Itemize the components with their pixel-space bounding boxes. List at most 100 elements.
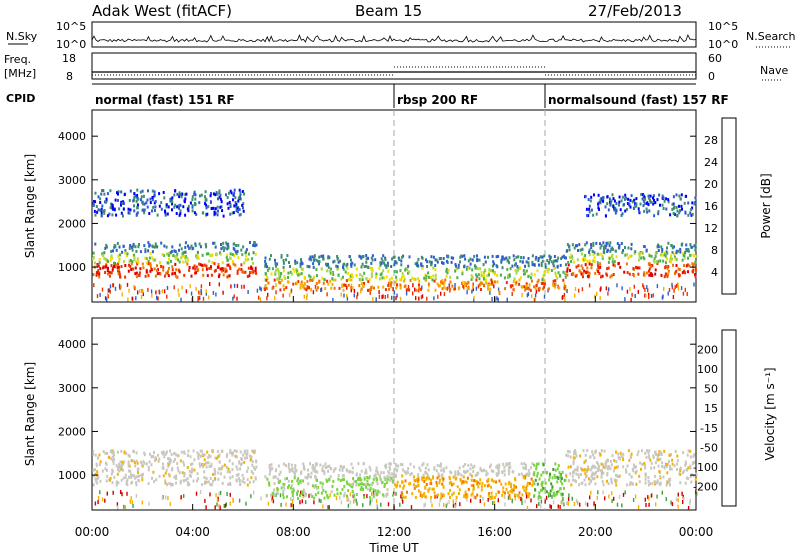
echo-cell: [134, 272, 137, 276]
echo-cell: [608, 257, 611, 261]
echo-cell: [441, 287, 444, 291]
clutter-echo: [605, 286, 608, 291]
echo-cell: [300, 280, 303, 284]
echo-cell: [487, 255, 489, 259]
echo-cell: [99, 479, 102, 483]
clutter-echo: [387, 492, 389, 497]
echo-cell: [206, 212, 209, 216]
clutter-echo: [656, 494, 658, 499]
echo-cell: [128, 259, 131, 263]
echo-cell: [380, 471, 383, 475]
echo-cell: [442, 467, 445, 471]
echo-cell: [467, 487, 470, 491]
echo-cell: [445, 466, 448, 470]
clutter-echo: [320, 499, 322, 504]
echo-cell: [624, 196, 627, 200]
echo-cell: [595, 212, 598, 216]
echo-cell: [694, 243, 697, 247]
echo-cell: [378, 490, 381, 494]
echo-cell: [324, 462, 327, 466]
echo-cell: [690, 480, 693, 484]
echo-cell: [143, 244, 146, 248]
echo-cell: [245, 258, 248, 262]
echo-cell: [543, 279, 546, 283]
ytick-label: 4000: [58, 338, 86, 351]
echo-cell: [545, 490, 548, 494]
echo-cell: [117, 198, 119, 202]
clutter-echo: [426, 296, 428, 301]
echo-cell: [562, 278, 565, 282]
echo-cell: [204, 195, 206, 199]
echo-cell: [484, 260, 487, 264]
echo-cell: [314, 484, 317, 488]
echo-cell: [476, 275, 478, 279]
echo-cell: [168, 257, 170, 261]
echo-cell: [201, 253, 204, 257]
echo-cell: [134, 464, 137, 468]
clutter-echo: [131, 296, 134, 301]
echo-cell: [527, 261, 530, 265]
echo-cell: [193, 458, 196, 462]
echo-cell: [525, 269, 528, 273]
echo-cell: [615, 202, 618, 205]
echo-cell: [661, 250, 664, 254]
echo-cell: [490, 491, 493, 495]
clutter-echo: [470, 498, 472, 503]
echo-cell: [689, 464, 692, 468]
echo-cell: [168, 473, 171, 477]
clutter-echo: [218, 491, 220, 496]
echo-cell: [153, 209, 156, 212]
echo-cell: [120, 478, 123, 482]
echo-cell: [653, 257, 656, 261]
echo-cell: [273, 493, 276, 497]
echo-cell: [610, 477, 613, 481]
echo-cell: [168, 457, 171, 461]
clutter-echo: [280, 502, 282, 507]
echo-cell: [101, 469, 104, 473]
echo-cell: [365, 254, 368, 257]
echo-cell: [240, 457, 243, 461]
echo-cell: [412, 277, 415, 281]
echo-cell: [462, 480, 465, 484]
clutter-echo: [151, 293, 153, 298]
echo-cell: [667, 241, 670, 245]
echo-cell: [190, 274, 193, 278]
echo-cell: [584, 483, 587, 487]
clutter-echo: [446, 286, 449, 291]
clutter-echo: [648, 295, 650, 300]
echo-cell: [145, 257, 148, 260]
echo-cell: [512, 288, 515, 292]
echo-cell: [194, 202, 197, 206]
echo-cell: [592, 259, 595, 263]
echo-cell: [94, 472, 97, 476]
echo-cell: [591, 249, 594, 253]
echo-cell: [334, 278, 337, 282]
echo-cell: [515, 485, 518, 489]
echo-cell: [454, 470, 457, 474]
echo-cell: [381, 259, 384, 263]
echo-cell: [694, 275, 697, 279]
echo-cell: [692, 263, 695, 267]
clutter-echo: [127, 297, 129, 302]
clutter-echo: [133, 285, 135, 289]
echo-cell: [544, 481, 547, 485]
echo-cell: [678, 273, 681, 277]
echo-cell: [178, 243, 181, 247]
echo-cell: [556, 276, 559, 280]
echo-cell: [469, 262, 472, 266]
echo-cell: [577, 475, 580, 479]
clutter-echo: [473, 495, 475, 500]
echo-cell: [447, 492, 450, 496]
echo-cell: [568, 245, 570, 249]
echo-cell: [308, 257, 311, 261]
echo-cell: [242, 270, 245, 274]
echo-cell: [244, 270, 247, 274]
echo-cell: [514, 263, 516, 267]
clutter-echo: [161, 496, 164, 501]
echo-cell: [385, 476, 388, 480]
echo-cell: [184, 245, 187, 249]
echo-cell: [343, 494, 345, 498]
echo-cell: [666, 462, 669, 466]
echo-cell: [563, 486, 565, 490]
